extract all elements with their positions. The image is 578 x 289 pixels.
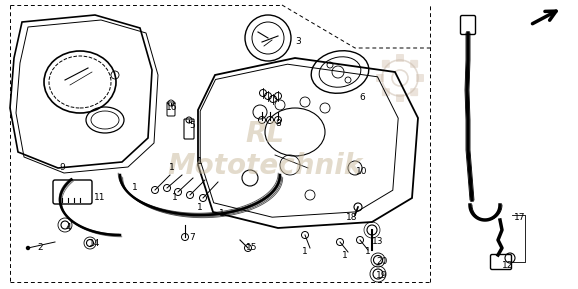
Text: 1: 1 (219, 208, 225, 218)
Text: 17: 17 (514, 214, 526, 223)
FancyBboxPatch shape (396, 54, 404, 62)
Text: 1: 1 (342, 251, 348, 260)
Text: 4: 4 (65, 223, 71, 232)
Text: 19: 19 (376, 271, 388, 279)
FancyBboxPatch shape (376, 74, 384, 82)
Text: 8: 8 (275, 118, 281, 127)
Text: 6: 6 (359, 94, 365, 103)
FancyBboxPatch shape (410, 60, 418, 68)
Text: 5: 5 (189, 121, 195, 129)
Text: 16: 16 (166, 103, 178, 112)
Text: 1: 1 (132, 184, 138, 192)
Text: 11: 11 (94, 194, 106, 203)
Text: 7: 7 (189, 232, 195, 242)
Text: 1: 1 (365, 247, 371, 257)
Text: 12: 12 (502, 260, 514, 270)
FancyBboxPatch shape (416, 74, 424, 82)
Text: 1: 1 (172, 194, 178, 203)
Text: 1: 1 (302, 247, 308, 257)
Text: RL
Mototechnik: RL Mototechnik (168, 120, 362, 180)
Text: 15: 15 (246, 244, 258, 253)
FancyBboxPatch shape (382, 88, 390, 96)
Text: 2: 2 (37, 244, 43, 253)
FancyBboxPatch shape (410, 88, 418, 96)
Text: 1: 1 (197, 158, 203, 166)
FancyBboxPatch shape (382, 60, 390, 68)
Text: 10: 10 (356, 168, 368, 177)
Text: 3: 3 (295, 38, 301, 47)
FancyBboxPatch shape (396, 94, 404, 102)
Text: 9: 9 (59, 164, 65, 173)
Text: 1: 1 (169, 164, 175, 173)
Text: 13: 13 (372, 238, 384, 247)
Circle shape (27, 247, 29, 249)
Text: 18: 18 (346, 214, 358, 223)
Text: 1: 1 (197, 203, 203, 212)
Text: 20: 20 (376, 257, 388, 266)
Text: 14: 14 (90, 238, 101, 247)
